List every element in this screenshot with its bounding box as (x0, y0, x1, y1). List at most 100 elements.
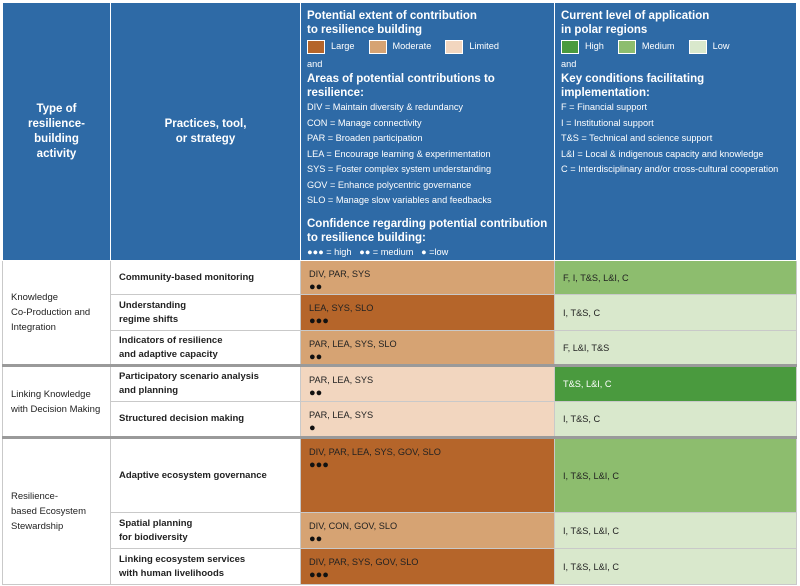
header-row: Type of resilience- building activity Pr… (2, 2, 797, 261)
area-definition: DIV = Maintain diversity & redundancy (307, 102, 464, 112)
area-definition: CON = Manage connectivity (307, 117, 422, 128)
legend-label: High (585, 41, 604, 51)
header-practice: Practices, tool, or strategy (110, 2, 301, 261)
activity-type-label: Knowledge Co-Production and Integration (11, 292, 91, 333)
table-row: Indicators of resilience and adaptive ca… (3, 330, 797, 366)
area-definition: SLO = Manage slow variables and feedback… (307, 195, 492, 205)
confidence-dots: ●● (309, 387, 323, 399)
activity-type-label: Linking Knowledge with Decision Making (11, 388, 101, 415)
conditions-list: F = Financial support I = Institutional s… (561, 100, 796, 178)
contribution-areas: DIV, PAR, LEA, SYS, GOV, SLO (309, 447, 441, 457)
extent-cell: PAR, LEA, SYS, SLO ●● (300, 330, 555, 366)
activity-type-label: Resilience- based Ecosystem Stewardship (11, 491, 86, 532)
areas-list: DIV = Maintain diversity & redundancy CON… (307, 100, 554, 209)
application-cell: I, T&S, C (554, 294, 797, 331)
facilitating-conditions: I, T&S, L&I, C (563, 561, 619, 572)
condition-definition: C = Interdisciplinary and/or cross-cultu… (561, 164, 779, 174)
legend-label: Limited (469, 41, 499, 51)
area-definition: GOV = Enhance polycentric governance (307, 179, 472, 190)
application-cell: I, T&S, L&I, C (554, 436, 797, 513)
practice-label: Spatial planning for biodiversity (119, 517, 193, 543)
confidence-dots: ●●● (309, 459, 329, 471)
condition-definition: F = Financial support (561, 102, 648, 112)
table-row: Structured decision making PAR, LEA, SYS ●… (3, 401, 797, 438)
facilitating-conditions: T&S, L&I, C (563, 379, 612, 389)
application-cell: I, T&S, L&I, C (554, 548, 797, 585)
condition-definition: I = Institutional support (561, 117, 654, 128)
activity-type-cell: Knowledge Co-Production and Integration (2, 260, 111, 366)
legend-swatch (561, 39, 579, 54)
application-title: Current level of application in polar re… (561, 10, 710, 36)
extent-cell: LEA, SYS, SLO ●●● (300, 294, 555, 331)
application-cell: F, I, T&S, L&I, C (554, 260, 797, 295)
activity-type-cell: Linking Knowledge with Decision Making (2, 364, 111, 438)
table-row: Resilience- based Ecosystem Stewardship A… (2, 436, 797, 585)
practice-label: Indicators of resilience and adaptive ca… (119, 334, 223, 360)
practice-label: Understanding regime shifts (119, 299, 187, 325)
extent-cell: DIV, PAR, SYS, GOV, SLO ●●● (300, 548, 555, 585)
extent-cell: PAR, LEA, SYS ● (300, 401, 555, 438)
contribution-areas: PAR, LEA, SYS (309, 410, 374, 420)
condition-definition: L&I = Local & indigenous capacity and kn… (561, 148, 764, 159)
contribution-areas: DIV, PAR, SYS (309, 269, 371, 279)
legend-swatch (617, 39, 636, 54)
table-row: Knowledge Co-Production and Integration C… (2, 260, 797, 366)
header-practice-label: Practices, tool, or strategy (164, 117, 247, 145)
table-row: Linking Knowledge with Decision Making Pa… (2, 364, 797, 438)
conditions-title: Key conditions facilitating implementati… (561, 73, 705, 99)
confidence-dots: ●● (309, 281, 323, 293)
header-type-of-activity: Type of resilience- building activity (2, 2, 111, 261)
confidence-dots: ●●● (309, 569, 329, 581)
practice-cell: Structured decision making (110, 401, 301, 438)
legend-swatch (688, 39, 707, 54)
header-type-label: Type of resilience- building activity (28, 102, 85, 160)
practice-cell: Spatial planning for biodiversity (110, 512, 301, 549)
contribution-areas: LEA, SYS, SLO (309, 303, 374, 313)
table-row: Spatial planning for biodiversity DIV, CO… (3, 512, 797, 549)
practice-label: Adaptive ecosystem governance (119, 469, 267, 481)
facilitating-conditions: F, L&I, T&S (563, 342, 610, 353)
contribution-areas: PAR, LEA, SYS (309, 375, 374, 385)
areas-title: Areas of potential contributions to resi… (307, 73, 495, 99)
practice-cell: Indicators of resilience and adaptive ca… (110, 330, 301, 366)
extent-title: Potential extent of contribution to resi… (307, 10, 477, 36)
and-text: and (307, 58, 323, 69)
confidence-dots: ● (309, 422, 316, 434)
practice-cell: Linking ecosystem services with human li… (110, 548, 301, 585)
application-cell: I, T&S, C (554, 401, 797, 438)
table-row: Linking ecosystem services with human li… (3, 548, 797, 585)
extent-legend: Large Moderate Limited (307, 39, 554, 55)
practice-cell: Adaptive ecosystem governance (110, 436, 301, 513)
application-cell: T&S, L&I, C (554, 364, 797, 402)
practice-cell: Community-based monitoring (110, 260, 301, 295)
practice-label: Linking ecosystem services with human li… (119, 553, 246, 579)
legend-swatch (368, 39, 387, 54)
contribution-areas: DIV, PAR, SYS, GOV, SLO (309, 557, 419, 567)
confidence-dots: ●● (309, 533, 323, 545)
table-row: Understanding regime shifts LEA, SYS, SLO… (3, 294, 797, 331)
practice-label: Structured decision making (119, 413, 245, 424)
header-extent-column: Potential extent of contribution to resi… (300, 2, 555, 261)
extent-cell: PAR, LEA, SYS ●● (300, 364, 555, 402)
contribution-areas: DIV, CON, GOV, SLO (309, 521, 398, 531)
legend-label: Low (712, 41, 730, 51)
confidence-dots: ●● (309, 351, 323, 363)
legend-swatch (445, 39, 464, 54)
extent-cell: DIV, CON, GOV, SLO ●● (300, 512, 555, 549)
confidence-legend: ●●● = high ●● = medium ● =low (307, 246, 449, 257)
facilitating-conditions: I, T&S, C (563, 414, 601, 424)
and-text: and (561, 58, 577, 69)
extent-cell: DIV, PAR, SYS ●● (300, 260, 555, 295)
application-cell: I, T&S, L&I, C (554, 512, 797, 549)
practice-label: Community-based monitoring (119, 271, 255, 283)
area-definition: PAR = Broaden participation (307, 133, 423, 143)
confidence-dots: ●●● (309, 315, 329, 327)
legend-label: Medium (641, 41, 675, 51)
confidence-title: Confidence regarding potential contribut… (307, 217, 548, 244)
contribution-areas: PAR, LEA, SYS, SLO (309, 339, 397, 349)
facilitating-conditions: I, T&S, C (563, 307, 601, 318)
practice-cell: Understanding regime shifts (110, 294, 301, 331)
facilitating-conditions: I, T&S, L&I, C (563, 470, 619, 481)
